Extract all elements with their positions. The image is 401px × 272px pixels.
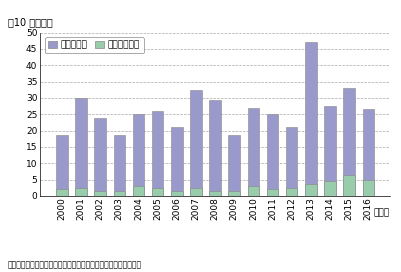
Bar <box>94 118 105 196</box>
Bar <box>113 135 125 196</box>
Legend: 対内投賄額, うち輸送機器: 対内投賄額, うち輸送機器 <box>45 37 143 53</box>
Bar <box>132 114 144 196</box>
Bar <box>75 98 87 196</box>
Bar <box>209 191 220 196</box>
Bar <box>170 127 182 196</box>
Bar <box>285 188 297 196</box>
Bar <box>324 181 335 196</box>
Bar <box>228 191 239 196</box>
Bar <box>75 188 87 196</box>
Bar <box>152 188 163 196</box>
Bar <box>362 180 373 196</box>
Bar <box>285 127 297 196</box>
Bar <box>247 108 259 196</box>
Bar <box>228 135 239 196</box>
Bar <box>342 88 354 196</box>
Text: （10 億ドル）: （10 億ドル） <box>8 17 53 27</box>
Bar <box>304 42 316 196</box>
Bar <box>362 109 373 196</box>
Bar <box>324 106 335 196</box>
Bar <box>56 135 67 196</box>
Bar <box>342 175 354 196</box>
Bar <box>190 188 201 196</box>
Bar <box>170 191 182 196</box>
Bar <box>247 186 259 196</box>
Text: （年）: （年） <box>373 208 389 217</box>
Text: 資料：メキシコ経済省外国投賄局のデータから経済産業省作成。: 資料：メキシコ経済省外国投賄局のデータから経済産業省作成。 <box>8 260 142 269</box>
Bar <box>190 90 201 196</box>
Bar <box>152 111 163 196</box>
Bar <box>266 114 277 196</box>
Bar <box>209 100 220 196</box>
Bar <box>266 189 277 196</box>
Bar <box>56 189 67 196</box>
Bar <box>304 184 316 196</box>
Bar <box>94 191 105 196</box>
Bar <box>113 191 125 196</box>
Bar <box>132 186 144 196</box>
